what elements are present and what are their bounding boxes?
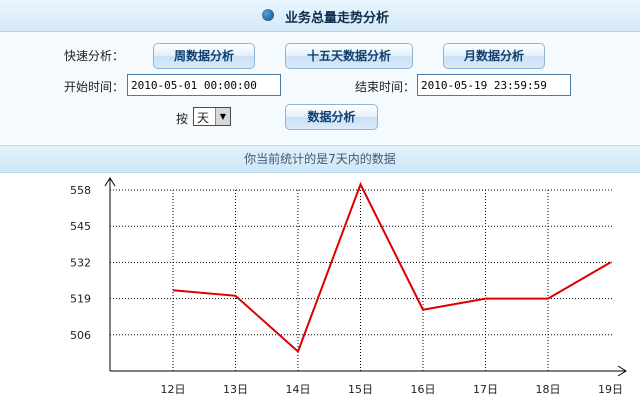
end-time-label: 结束时间： <box>355 78 415 95</box>
y-tick-label: 545 <box>70 220 91 233</box>
y-tick-label: 519 <box>70 293 91 306</box>
y-tick-label: 532 <box>70 256 91 269</box>
series-line <box>173 184 611 351</box>
y-tick-labels: 506 519 532 545 558 <box>70 184 91 342</box>
x-tick-label: 13日 <box>223 383 248 396</box>
group-by-select[interactable]: 天 ▼ <box>193 107 231 126</box>
group-by-value: 天 <box>197 109 209 126</box>
x-tick-label: 12日 <box>161 383 186 396</box>
group-by-label: 按 <box>176 110 188 127</box>
quick-analysis-label: 快速分析： <box>64 47 124 64</box>
x-tick-label: 16日 <box>411 383 436 396</box>
x-tick-label: 15日 <box>348 383 373 396</box>
info-bar: 你当前统计的是7天内的数据 <box>0 145 640 173</box>
week-analysis-button[interactable]: 周数据分析 <box>153 43 255 69</box>
fifteen-day-analysis-button[interactable]: 十五天数据分析 <box>285 43 413 69</box>
start-time-input[interactable] <box>127 74 281 96</box>
trend-line-chart: 506 519 532 545 558 12日 13日 14日 15日 16日 17日 18日 19日 <box>0 172 640 406</box>
start-time-label: 开始时间： <box>64 78 124 95</box>
series-lines <box>173 184 611 351</box>
y-tick-label: 506 <box>70 329 91 342</box>
title-bar: 业务总量走势分析 <box>0 0 640 32</box>
bullet-icon <box>262 9 274 21</box>
x-tick-labels: 12日 13日 14日 15日 16日 17日 18日 19日 <box>161 383 624 396</box>
y-tick-label: 558 <box>70 184 91 197</box>
page-title: 业务总量走势分析 <box>285 7 389 26</box>
end-time-input[interactable] <box>417 74 571 96</box>
x-tick-label: 17日 <box>473 383 498 396</box>
x-tick-label: 19日 <box>598 383 623 396</box>
x-tick-label: 18日 <box>536 383 561 396</box>
data-analysis-button[interactable]: 数据分析 <box>285 104 378 130</box>
chart-grid <box>110 190 612 371</box>
dropdown-arrow-icon[interactable]: ▼ <box>215 108 230 125</box>
month-analysis-button[interactable]: 月数据分析 <box>443 43 545 69</box>
x-tick-label: 14日 <box>286 383 311 396</box>
